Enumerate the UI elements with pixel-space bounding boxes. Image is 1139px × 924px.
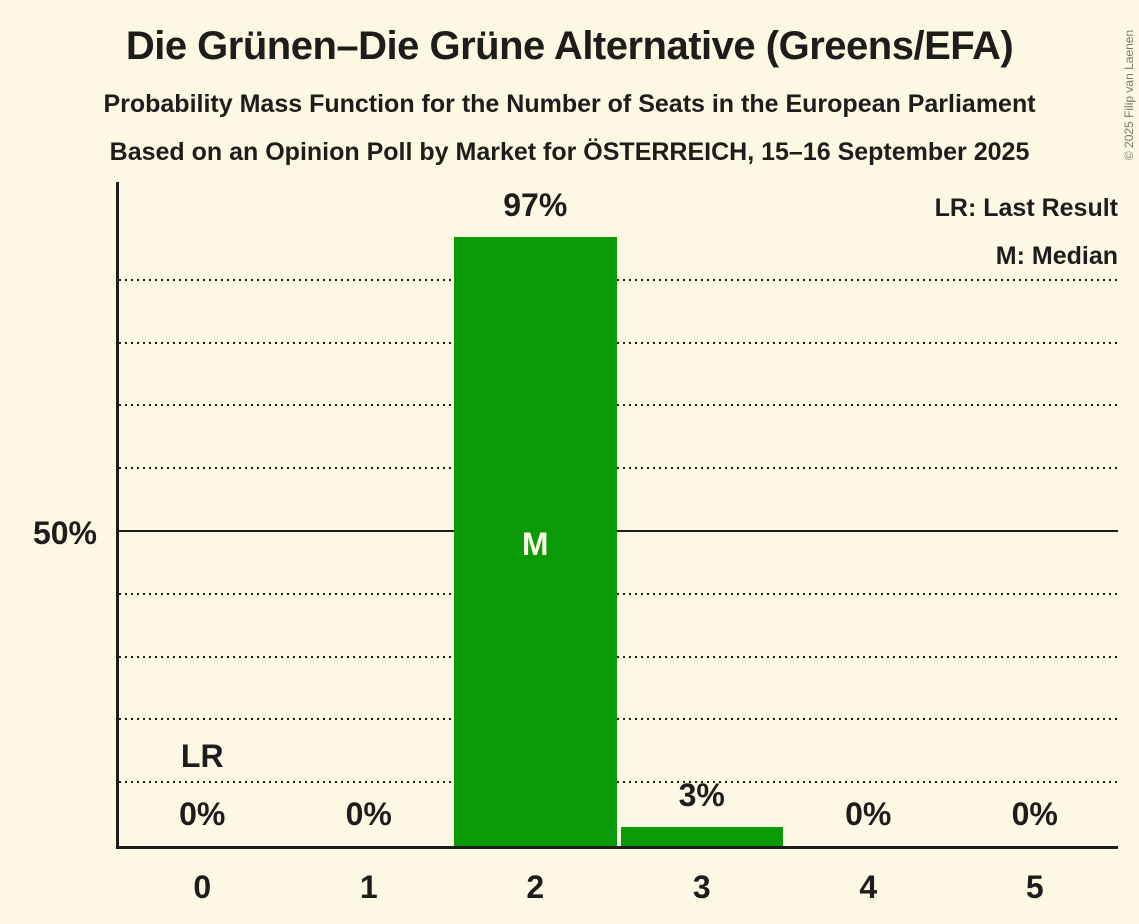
x-axis-tick-0: 0	[193, 869, 212, 905]
legend-last-result: LR: Last Result	[934, 194, 1118, 222]
x-axis-tick-3: 3	[692, 869, 711, 905]
x-axis-tick-row: 0 1 2 3 4 5	[119, 869, 1118, 911]
gridline-90	[119, 278, 1118, 281]
page-title: Die Grünen–Die Grüne Alternative (Greens…	[125, 24, 1014, 68]
value-label-3: 3%	[678, 777, 725, 814]
x-axis-tick-5: 5	[1025, 869, 1044, 905]
gridline-60	[119, 467, 1118, 470]
value-label-1: 0%	[345, 796, 392, 832]
legend: LR: Last Result M: Median	[935, 184, 1118, 280]
y-axis-tick-50: 50%	[32, 515, 97, 551]
chart-source-line: Based on an Opinion Poll by Market for Ö…	[109, 138, 1030, 166]
x-axis-tick-2: 2	[526, 869, 545, 905]
x-axis-tick-1: 1	[359, 869, 378, 905]
value-label-2: 97%	[503, 186, 568, 223]
copyright-notice: © 2025 Filip van Laenen	[1122, 29, 1136, 161]
gridline-20	[119, 718, 1118, 721]
bar-3	[620, 827, 783, 846]
gridline-50	[119, 530, 1118, 532]
bar-2	[454, 236, 617, 846]
legend-median: M: Median	[995, 242, 1118, 270]
gridline-80	[119, 341, 1118, 344]
gridline-10	[119, 781, 1118, 784]
median-marker: M	[521, 526, 549, 562]
value-label-0: 0%	[179, 796, 226, 832]
value-label-5: 0%	[1011, 796, 1058, 832]
gridline-70	[119, 404, 1118, 407]
gridline-40	[119, 592, 1118, 595]
gridline-30	[119, 655, 1118, 658]
plot-area: 0% 0% 97% 3% 0% 0% LR M	[116, 182, 1118, 849]
chart-subtitle: Probability Mass Function for the Number…	[103, 90, 1036, 118]
x-axis-tick-4: 4	[859, 869, 878, 905]
last-result-marker: LR	[180, 738, 224, 774]
value-label-4: 0%	[845, 796, 892, 832]
